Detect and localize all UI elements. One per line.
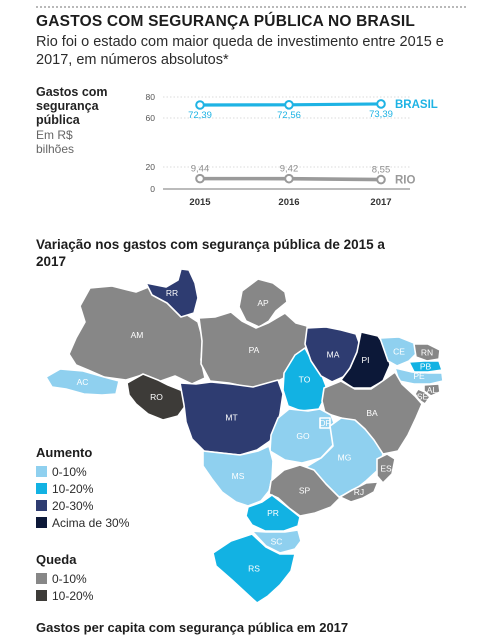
legend-increase-title: Aumento: [36, 445, 93, 460]
data-label: 8,55: [372, 165, 391, 176]
state-sp: [268, 464, 341, 517]
series-point: [284, 100, 294, 110]
series-point: [195, 173, 205, 184]
state-label: MS: [232, 471, 245, 481]
top-divider: [36, 6, 466, 8]
legend-swatch: [36, 590, 47, 601]
state-label: GO: [296, 431, 310, 441]
legend-increase: Aumento 0-10% 10-20% 20-30% Acima de 30%: [36, 445, 129, 531]
state-label: MG: [338, 453, 352, 463]
legend-swatch: [36, 500, 47, 511]
data-label: 9,42: [280, 164, 299, 175]
chart-y-label: Gastos com segurança pública: [36, 85, 108, 127]
y-tick-label: 0: [150, 184, 155, 194]
state-label: MA: [327, 350, 340, 360]
legend-item: 10-20%: [36, 587, 93, 604]
state-label: SP: [299, 486, 311, 496]
x-tick-label: 2016: [278, 197, 299, 208]
legend-item: 20-30%: [36, 497, 129, 514]
page-title: GASTOS COM SEGURANÇA PÚBLICA NO BRASIL: [36, 13, 416, 30]
state-se: [414, 388, 431, 405]
state-label: PB: [420, 362, 432, 372]
legend-item: 0-10%: [36, 463, 129, 480]
state-ap: [238, 278, 288, 328]
state-pr: [245, 494, 301, 532]
series-point: [195, 100, 205, 110]
state-label: AM: [131, 330, 144, 340]
state-al: [423, 383, 441, 397]
state-label: PE: [413, 371, 425, 381]
data-label: 73,39: [369, 109, 393, 120]
data-label: 9,44: [191, 164, 210, 175]
state-label: CE: [393, 347, 405, 357]
state-label: RN: [421, 348, 433, 358]
legend-item: Acima de 30%: [36, 514, 129, 531]
state-label: RJ: [354, 487, 364, 497]
y-tick-label: 20: [146, 162, 156, 172]
state-label: RO: [150, 392, 163, 402]
map-title: Variação nos gastos com segurança públic…: [36, 237, 385, 269]
x-tick-label: 2015: [189, 197, 211, 208]
y-tick-label: 80: [146, 92, 156, 102]
legend-swatch: [36, 573, 47, 584]
state-label: PA: [249, 345, 260, 355]
state-rr: [145, 268, 199, 318]
page-subtitle: Rio foi o estado com maior queda de inve…: [36, 34, 444, 68]
state-label: SC: [271, 537, 283, 547]
state-label: RR: [166, 288, 178, 298]
state-label: AL: [427, 385, 438, 395]
series-point: [376, 174, 386, 185]
legend-label: 10-20%: [52, 481, 94, 496]
state-rn: [413, 343, 441, 362]
state-ce: [379, 336, 419, 367]
y-tick-label: 60: [146, 113, 156, 123]
legend-label: 0-10%: [52, 571, 87, 586]
legend-label: 0-10%: [52, 464, 87, 479]
state-label: PI: [361, 355, 369, 365]
legend-label: Acima de 30%: [52, 515, 130, 530]
state-label: PR: [267, 508, 279, 518]
line-chart: 0 20 60 80 2015 2016 2017 72,39 72,56 73,39BRASIL…: [146, 92, 438, 208]
next-chart-title: Gastos per capita com segurança pública …: [36, 620, 349, 635]
state-rs: [212, 533, 296, 604]
state-ro: [126, 373, 187, 421]
state-label: DF: [319, 418, 330, 428]
legend-label: 20-30%: [52, 498, 94, 513]
legend-item: 10-20%: [36, 480, 129, 497]
state-es: [376, 453, 396, 484]
state-label: AC: [77, 377, 89, 387]
legend-label: 10-20%: [52, 588, 94, 603]
series-label: BRASIL: [395, 99, 438, 111]
state-pe: [394, 367, 444, 385]
state-rj: [339, 481, 379, 503]
state-label: RS: [248, 564, 260, 574]
series-label: RIO: [395, 175, 416, 187]
data-label: 72,56: [277, 110, 301, 121]
state-label: BA: [366, 408, 378, 418]
legend-decrease-title: Queda: [36, 552, 77, 567]
state-ac: [45, 368, 120, 396]
legend-swatch: [36, 466, 47, 477]
state-sc: [251, 529, 302, 554]
state-label: TO: [299, 375, 311, 385]
x-tick-label: 2017: [370, 197, 391, 208]
series-point: [376, 99, 386, 109]
series-point: [284, 173, 294, 184]
legend-item: 0-10%: [36, 570, 93, 587]
state-label: ES: [380, 464, 392, 474]
legend-swatch: [36, 517, 47, 528]
legend-decrease: Queda 0-10% 10-20%: [36, 552, 93, 604]
state-label: SE: [417, 392, 429, 402]
legend-swatch: [36, 483, 47, 494]
state-label: AP: [257, 298, 269, 308]
chart-unit: Em R$ bilhões: [36, 128, 75, 156]
data-label: 72,39: [188, 110, 212, 121]
state-label: MT: [225, 413, 237, 423]
